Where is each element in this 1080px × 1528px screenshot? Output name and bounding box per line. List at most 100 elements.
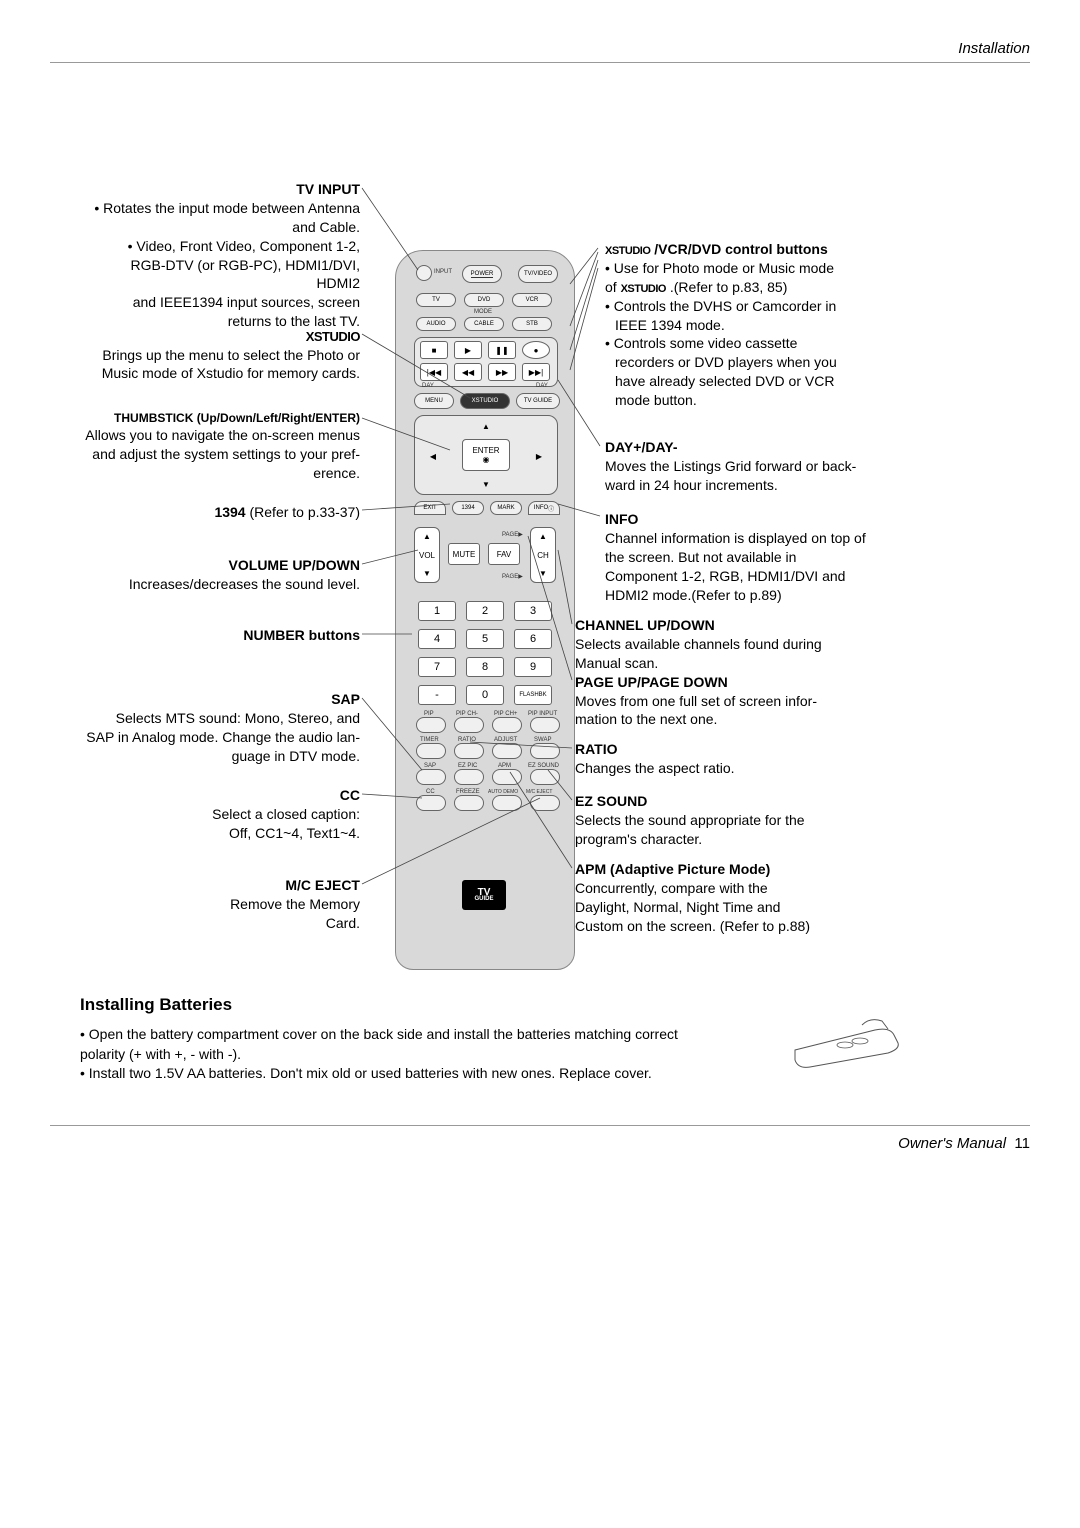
menu-button[interactable]: MENU xyxy=(414,393,454,409)
txt: Increases/decreases the sound level. xyxy=(50,575,360,594)
stop-button[interactable]: ■ xyxy=(420,341,448,359)
rewind-button[interactable]: ◀◀ xyxy=(454,363,482,381)
pip-button[interactable] xyxy=(416,717,446,733)
num-7-button[interactable]: 7 xyxy=(418,657,456,677)
up-button[interactable]: ▲ xyxy=(478,419,494,433)
installing-title: Installing Batteries xyxy=(80,995,1000,1015)
txt: mation to the next one. xyxy=(575,710,915,729)
txt: Changes the aspect ratio. xyxy=(575,759,915,778)
mark-button[interactable]: MARK xyxy=(490,501,522,515)
ch-rocker[interactable]: ▲CH▼ xyxy=(530,527,556,583)
autodemo-button[interactable] xyxy=(492,795,522,811)
installing-bullet-2: Install two 1.5V AA batteries. Don't mix… xyxy=(80,1064,680,1084)
swap-button[interactable] xyxy=(530,743,560,759)
xstudio-button[interactable]: XSTUDIO xyxy=(460,393,510,409)
skip-back-button[interactable]: |◀◀ xyxy=(420,363,448,381)
play-button[interactable]: ▶ xyxy=(454,341,482,359)
pipinput-button[interactable] xyxy=(530,717,560,733)
txt: and Cable. xyxy=(50,218,360,237)
txt: (Refer to p.33-37) xyxy=(246,504,360,520)
apm-button[interactable] xyxy=(492,769,522,785)
freeze-button[interactable] xyxy=(454,795,484,811)
txt: Selects MTS sound: Mono, Stereo, and xyxy=(50,709,360,728)
tv-button[interactable]: TV xyxy=(416,293,456,307)
autodemo-label: AUTO DEMO xyxy=(488,789,518,795)
down-button[interactable]: ▼ xyxy=(478,477,494,491)
power-button[interactable]: POWER xyxy=(462,265,502,283)
adjust-label: ADJUST xyxy=(494,737,517,743)
dvd-button[interactable]: DVD xyxy=(464,293,504,307)
callout-tv-input: TV INPUT • Rotates the input mode betwee… xyxy=(50,180,360,331)
pipch-minus-button[interactable] xyxy=(454,717,484,733)
swap-label: SWAP xyxy=(534,737,551,743)
callout-volume: VOLUME UP/DOWN Increases/decreases the s… xyxy=(50,556,360,594)
tvguide-button[interactable]: TV GUIDE xyxy=(516,393,560,409)
num-0-button[interactable]: 0 xyxy=(466,685,504,705)
footer: Owner's Manual 11 xyxy=(898,1135,1030,1152)
callout-info: INFO Channel information is displayed on… xyxy=(605,510,935,604)
stb-button[interactable]: STB xyxy=(512,317,552,331)
txt: Manual scan. xyxy=(575,654,915,673)
ratio-button[interactable] xyxy=(454,743,484,759)
input-light xyxy=(416,265,432,281)
callout-1394: 1394 (Refer to p.33-37) xyxy=(50,503,360,522)
vcr-button[interactable]: VCR xyxy=(512,293,552,307)
adjust-button[interactable] xyxy=(492,743,522,759)
timer-button[interactable] xyxy=(416,743,446,759)
r1394-button[interactable]: 1394 xyxy=(452,501,484,515)
info-button[interactable]: INFO ⓘ xyxy=(528,501,560,515)
bottom-rule xyxy=(50,1125,1030,1126)
cable-button[interactable]: CABLE xyxy=(464,317,504,331)
pause-button[interactable]: ❚❚ xyxy=(488,341,516,359)
pipch-plus-button[interactable] xyxy=(492,717,522,733)
num-4-button[interactable]: 4 xyxy=(418,629,456,649)
audio-button[interactable]: AUDIO xyxy=(416,317,456,331)
txt: erence. xyxy=(50,464,360,483)
num-5-button[interactable]: 5 xyxy=(466,629,504,649)
apm-hd: APM (Adaptive Picture Mode) xyxy=(575,860,935,879)
txt: guage in DTV mode. xyxy=(50,747,360,766)
left-button[interactable]: ◀ xyxy=(426,449,440,463)
callout-xstudio: XSTUDIO Brings up the menu to select the… xyxy=(50,328,360,383)
flashbk-button[interactable]: FLASHBK xyxy=(514,685,552,705)
ezsound-button[interactable] xyxy=(530,769,560,785)
mceject-button[interactable] xyxy=(530,795,560,811)
mute-button[interactable]: MUTE xyxy=(448,543,480,565)
num-3-button[interactable]: 3 xyxy=(514,601,552,621)
skip-fwd-button[interactable]: ▶▶| xyxy=(522,363,550,381)
callout-day: DAY+/DAY- Moves the Listings Grid forwar… xyxy=(605,438,925,495)
txt: SAP in Analog mode. Change the audio lan… xyxy=(50,728,360,747)
callout-thumbstick: THUMBSTICK (Up/Down/Left/Right/ENTER) Al… xyxy=(50,410,360,483)
record-button[interactable]: ● xyxy=(522,341,550,359)
info-hd: INFO xyxy=(605,510,935,529)
xstudio-hd: XSTUDIO xyxy=(50,328,360,346)
sap-button[interactable] xyxy=(416,769,446,785)
footer-text: Owner's Manual xyxy=(898,1135,1006,1152)
cc-button[interactable] xyxy=(416,795,446,811)
exit-button[interactable]: EXIT xyxy=(414,501,446,515)
num-9-button[interactable]: 9 xyxy=(514,657,552,677)
num-2-button[interactable]: 2 xyxy=(466,601,504,621)
dash-button[interactable]: - xyxy=(418,685,456,705)
page-hd: PAGE UP/PAGE DOWN xyxy=(575,673,915,692)
tvvideo-button[interactable]: TV/VIDEO xyxy=(518,265,558,283)
vcr-prefix: XSTUDIO xyxy=(605,245,650,257)
num-6-button[interactable]: 6 xyxy=(514,629,552,649)
fav-button[interactable]: FAV xyxy=(488,543,520,565)
callout-ch: CHANNEL UP/DOWN Selects available channe… xyxy=(575,616,915,729)
right-button[interactable]: ▶ xyxy=(532,449,546,463)
ezpic-button[interactable] xyxy=(454,769,484,785)
enter-button[interactable]: ENTER◉ xyxy=(462,439,510,471)
txt: IEEE 1394 mode. xyxy=(605,316,925,335)
r1394-hd: 1394 xyxy=(214,504,245,520)
ratio-label: RATIO xyxy=(458,737,476,743)
num-8-button[interactable]: 8 xyxy=(466,657,504,677)
vol-rocker[interactable]: ▲VOL▼ xyxy=(414,527,440,583)
header-section: Installation xyxy=(958,40,1030,57)
pip-label: PIP xyxy=(424,711,434,717)
fastfwd-button[interactable]: ▶▶ xyxy=(488,363,516,381)
ch-hd: CHANNEL UP/DOWN xyxy=(575,616,915,635)
tv-guide-logo: TVGUIDE xyxy=(462,880,506,910)
callout-cc: CC Select a closed caption: Off, CC1~4, … xyxy=(50,786,360,843)
num-1-button[interactable]: 1 xyxy=(418,601,456,621)
